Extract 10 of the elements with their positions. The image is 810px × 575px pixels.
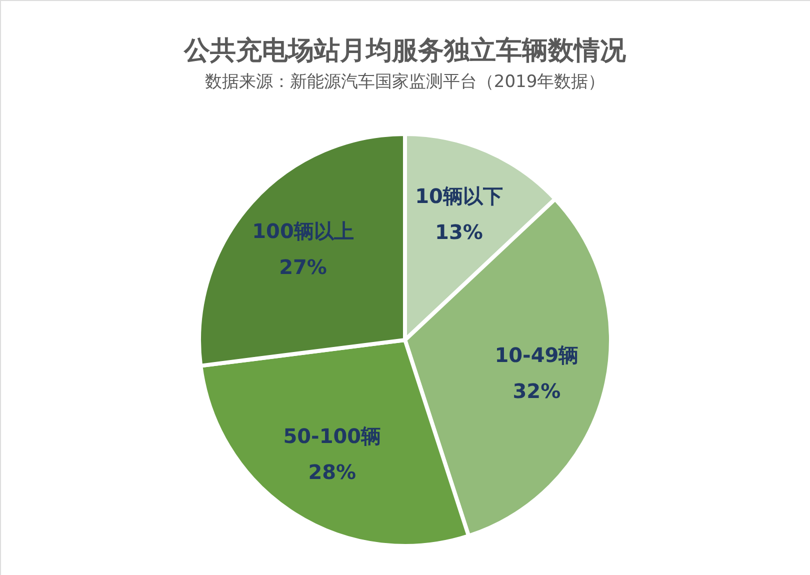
data-label: 13% [435,220,483,244]
data-label: 27% [279,255,327,280]
slice-label: 10-49辆 [494,342,579,367]
slice-label: 10辆以下 [415,184,503,208]
chart-subtitle: 数据来源：新能源汽车国家监测平台（2019年数据） [204,72,606,92]
chart-title: 公共充电场站月均服务独立车辆数情况 [183,36,627,66]
data-label: 28% [308,460,356,484]
slice-label: 100辆以上 [252,219,354,244]
slice-label: 50-100辆 [283,424,382,448]
data-label: 32% [512,378,561,403]
